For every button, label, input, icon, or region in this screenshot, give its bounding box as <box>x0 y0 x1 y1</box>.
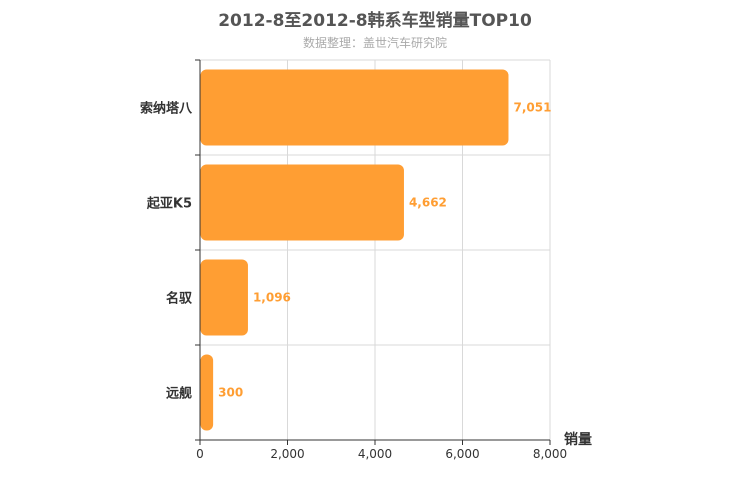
bar <box>200 164 404 241</box>
x-tick-label: 0 <box>196 447 204 461</box>
category-label: 起亚K5 <box>146 196 192 212</box>
bar-value-label: 4,662 <box>409 196 447 210</box>
x-axis-title: 销量 <box>564 431 592 448</box>
x-tick-label: 8,000 <box>533 447 567 461</box>
chart-title: 2012-8至2012-8韩系车型销量TOP10 <box>218 11 532 31</box>
x-tick-label: 6,000 <box>445 447 479 461</box>
category-label: 名驭 <box>166 291 193 307</box>
x-tick-label: 2,000 <box>270 447 304 461</box>
bar <box>200 259 248 336</box>
bar-value-label: 1,096 <box>253 291 291 305</box>
bar <box>200 354 214 431</box>
bar-value-label: 7,051 <box>513 101 551 115</box>
x-tick-label: 4,000 <box>358 447 392 461</box>
bar-value-label: 300 <box>218 386 243 400</box>
category-label: 远舰 <box>166 386 192 402</box>
bar <box>200 69 509 146</box>
chart-subtitle: 数据整理：盖世汽车研究院 <box>302 36 447 50</box>
category-label: 索纳塔八 <box>140 101 193 117</box>
